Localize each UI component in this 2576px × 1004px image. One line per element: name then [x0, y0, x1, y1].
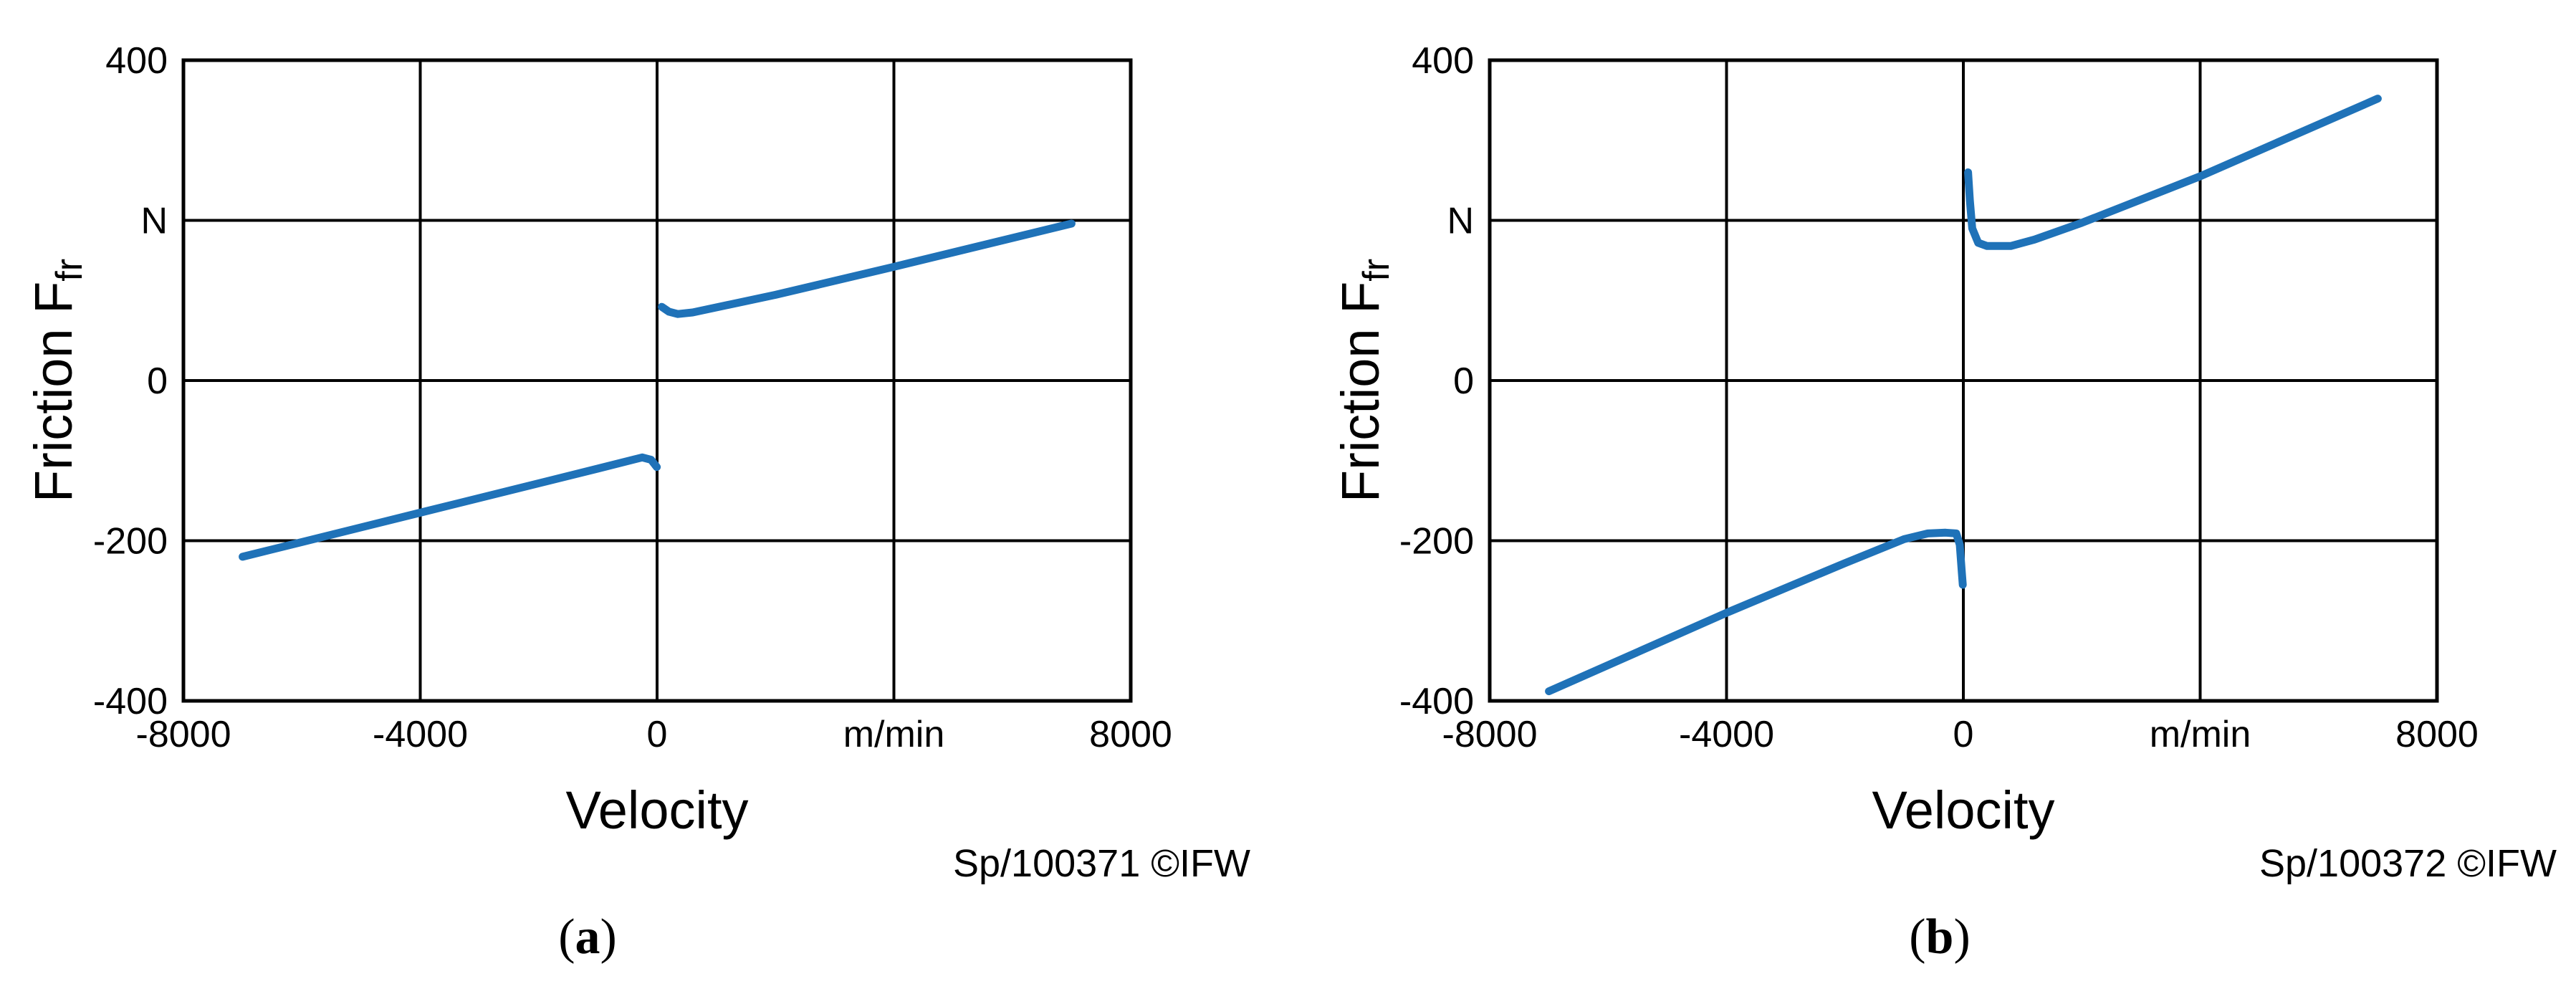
x-tick-label: 8000: [1089, 714, 1172, 755]
x-tick-label: 8000: [2395, 714, 2479, 755]
x-tick-label: -4000: [373, 714, 468, 755]
x-tick-label: m/min: [2150, 714, 2251, 755]
y-tick-label: N: [140, 201, 168, 242]
y-axis-title-subscript: fr: [49, 259, 90, 282]
figure-credit: Sp/100372 ©IFW: [2259, 842, 2557, 885]
y-axis-title-main: Friction F: [24, 282, 83, 502]
panel-label: (b): [1909, 909, 1971, 965]
x-tick-label: 0: [647, 714, 668, 755]
x-tick-label: -8000: [136, 714, 231, 755]
x-tick-label: 0: [1953, 714, 1974, 755]
y-tick-label: N: [1447, 201, 1474, 242]
y-tick-label: -400: [93, 681, 168, 722]
y-axis-title-subscript: fr: [1356, 259, 1397, 282]
x-axis-title: Velocity: [565, 780, 748, 840]
y-tick-label: -200: [1399, 521, 1474, 563]
panel-label-letter: a: [575, 909, 600, 965]
y-axis-title: Friction Ffr: [1331, 259, 1397, 502]
chart-panel-b: -8000 -4000 0 m/min 8000 400 N 0 -200 -400 Velocit…: [1331, 40, 2557, 965]
series-line-segment-1: [1545, 528, 1967, 696]
y-tick-label: 400: [1412, 40, 1474, 82]
y-axis-title-main: Friction F: [1331, 282, 1390, 502]
x-axis-title: Velocity: [1872, 780, 2054, 840]
plot-frame: [1488, 58, 2439, 703]
y-tick-label: -400: [1399, 681, 1474, 722]
y-tick-label: 0: [1453, 360, 1474, 402]
chart-panel-a: -8000 -4000 0 m/min 8000 400 N 0 -200 -400 Velocit…: [24, 40, 1250, 965]
panel-label: (a): [558, 909, 617, 965]
y-tick-label: -200: [93, 521, 168, 563]
figure-credit: Sp/100371 ©IFW: [953, 842, 1250, 885]
y-tick-label: 400: [105, 40, 168, 82]
series-line-segment-2: [1964, 95, 2382, 250]
x-tick-label: -4000: [1679, 714, 1774, 755]
y-axis-title: Friction Ffr: [24, 259, 90, 502]
y-tick-label: 0: [147, 360, 168, 402]
series-line-segment-1: [239, 453, 661, 561]
x-tick-label: -8000: [1442, 714, 1538, 755]
plot-frame: [181, 58, 1133, 703]
series-line-segment-2: [658, 219, 1076, 318]
panel-label-letter: b: [1926, 909, 1954, 965]
x-tick-label: m/min: [843, 714, 945, 755]
